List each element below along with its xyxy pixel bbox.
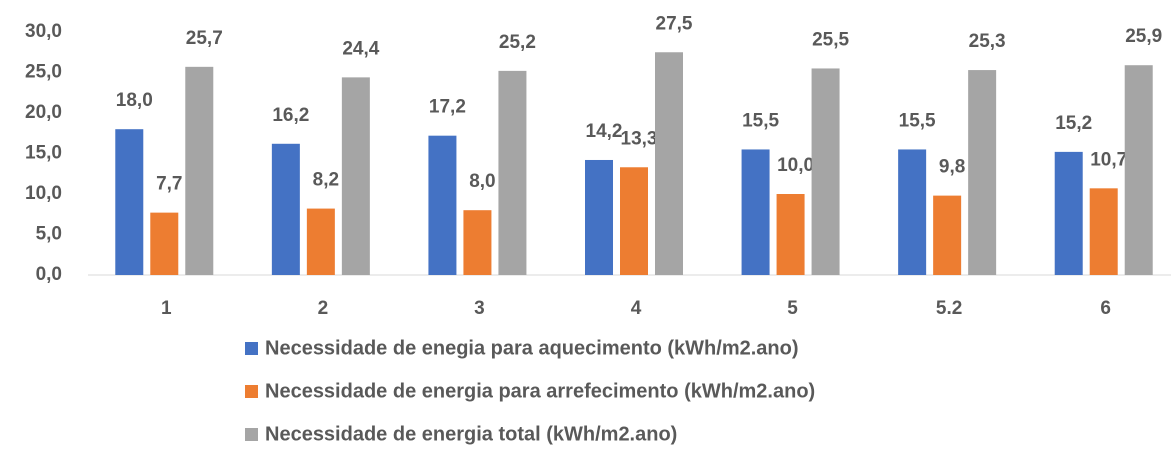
data-label: 8,0 xyxy=(469,171,495,192)
data-label: 15,5 xyxy=(742,110,779,131)
data-label: 10,0 xyxy=(777,155,814,176)
data-label: 13,3 xyxy=(621,128,658,149)
bar xyxy=(811,68,840,275)
x-tick-label: 6 xyxy=(1100,298,1111,319)
data-label: 8,2 xyxy=(313,170,339,191)
bar xyxy=(185,66,214,275)
legend-label: Necessidade de energia total (kWh/m2.ano… xyxy=(265,423,677,445)
data-label: 25,9 xyxy=(1125,26,1162,47)
data-label: 25,2 xyxy=(499,32,536,53)
legend-label: Necessidade de enegia para aquecimento (… xyxy=(265,337,799,359)
y-tick-label: 5,0 xyxy=(36,224,62,245)
legend-swatch xyxy=(245,342,258,355)
bar xyxy=(341,77,370,275)
data-label: 27,5 xyxy=(656,13,693,34)
x-tick-label: 5.2 xyxy=(936,298,962,319)
legend-swatch xyxy=(245,385,258,398)
bar xyxy=(620,167,648,275)
bar xyxy=(463,210,492,275)
bar xyxy=(150,212,179,275)
data-label: 16,2 xyxy=(272,105,309,126)
legend-swatch xyxy=(245,428,258,441)
data-label: 9,8 xyxy=(939,157,965,178)
data-label: 14,2 xyxy=(586,121,623,142)
bar xyxy=(776,194,805,275)
y-tick-label: 0,0 xyxy=(36,264,62,285)
bar xyxy=(968,70,997,275)
bar xyxy=(741,149,770,275)
bar xyxy=(428,135,457,275)
x-tick-label: 2 xyxy=(318,298,329,319)
bar xyxy=(1124,65,1153,276)
legend-label: Necessidade de energia para arrefeciment… xyxy=(265,380,815,402)
bar xyxy=(585,159,613,275)
data-label: 18,0 xyxy=(116,90,153,111)
data-label: 17,2 xyxy=(429,97,466,118)
y-tick-label: 15,0 xyxy=(25,143,62,164)
data-label: 24,4 xyxy=(342,38,379,59)
bar xyxy=(306,208,335,275)
data-label: 25,3 xyxy=(969,31,1006,52)
data-label: 25,7 xyxy=(186,28,223,49)
y-tick-label: 25,0 xyxy=(25,62,62,83)
y-tick-label: 20,0 xyxy=(25,102,62,123)
x-tick-label: 4 xyxy=(631,298,642,319)
bar xyxy=(1089,188,1118,275)
bar xyxy=(271,143,300,275)
x-tick-label: 1 xyxy=(161,298,172,319)
bar xyxy=(1054,151,1083,275)
bar xyxy=(655,52,683,275)
y-tick-label: 10,0 xyxy=(25,183,62,204)
bar xyxy=(498,70,527,275)
bar xyxy=(898,149,927,275)
data-label: 25,5 xyxy=(812,29,849,50)
x-tick-label: 3 xyxy=(474,298,485,319)
y-tick-label: 30,0 xyxy=(25,21,62,42)
data-label: 15,2 xyxy=(1055,113,1092,134)
data-label: 15,5 xyxy=(899,110,936,131)
bar xyxy=(933,195,962,275)
data-label: 7,7 xyxy=(156,174,182,195)
data-label: 10,7 xyxy=(1090,149,1127,170)
bar xyxy=(115,129,144,275)
x-tick-label: 5 xyxy=(787,298,798,319)
